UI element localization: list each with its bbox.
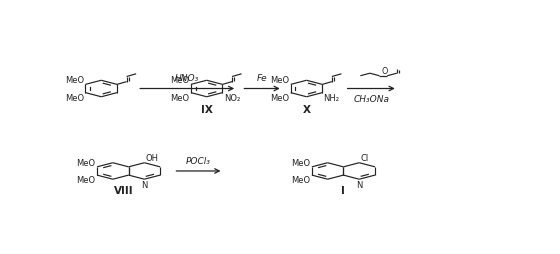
Text: Fe: Fe xyxy=(256,74,267,83)
Text: I: I xyxy=(342,185,346,195)
Text: POCl₃: POCl₃ xyxy=(186,156,211,165)
Text: MeO: MeO xyxy=(77,176,96,185)
Text: MeO: MeO xyxy=(77,158,96,167)
Text: OH: OH xyxy=(146,153,158,162)
Text: NH₂: NH₂ xyxy=(324,94,339,103)
Text: MeO: MeO xyxy=(170,76,190,85)
Text: NO₂: NO₂ xyxy=(224,94,240,103)
Text: N: N xyxy=(142,181,148,190)
Text: MeO: MeO xyxy=(291,158,311,167)
Text: O: O xyxy=(382,67,388,76)
Text: MeO: MeO xyxy=(65,76,84,85)
Text: CH₃ONa: CH₃ONa xyxy=(353,94,389,103)
Text: Cl: Cl xyxy=(361,153,368,162)
Text: MeO: MeO xyxy=(170,93,190,102)
Text: MeO: MeO xyxy=(65,93,84,102)
Text: MeO: MeO xyxy=(270,76,290,85)
Text: VIII: VIII xyxy=(114,185,134,195)
Text: X: X xyxy=(302,104,311,114)
Text: IX: IX xyxy=(201,104,213,114)
Text: MeO: MeO xyxy=(270,93,290,102)
Text: N: N xyxy=(357,181,363,190)
Text: MeO: MeO xyxy=(291,176,311,185)
Text: HNO₃: HNO₃ xyxy=(175,74,199,83)
